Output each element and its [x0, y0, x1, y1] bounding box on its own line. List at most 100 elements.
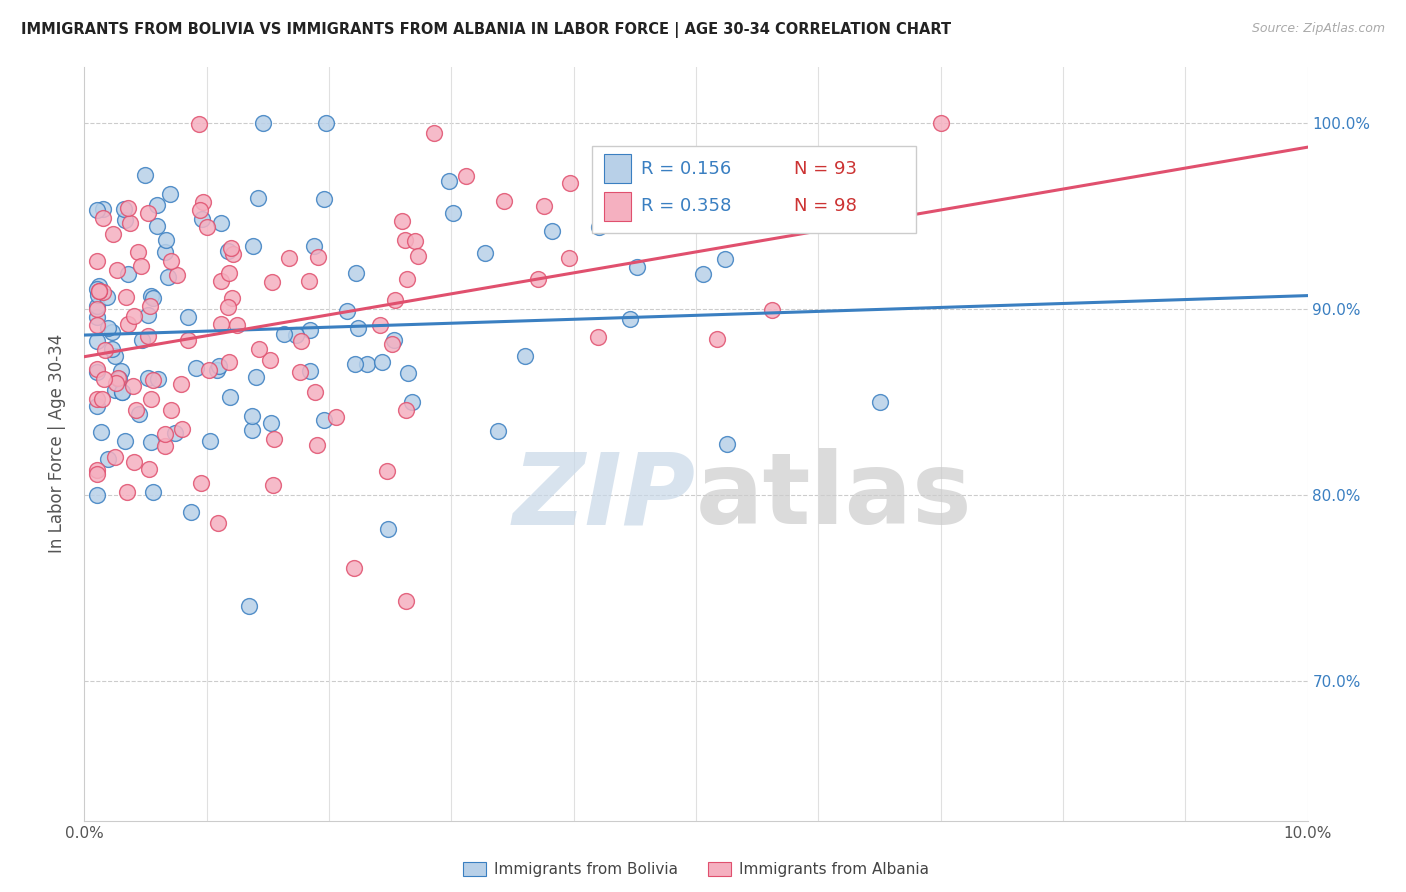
- Point: [195, 219, 218, 234]
- Point: [247, 342, 270, 356]
- Point: [91, 211, 114, 226]
- Point: [218, 266, 240, 280]
- Point: [188, 202, 211, 217]
- Point: [180, 505, 202, 519]
- Point: [104, 349, 127, 363]
- Text: R = 0.358: R = 0.358: [641, 197, 731, 215]
- Point: [86, 282, 108, 296]
- Point: [404, 235, 426, 249]
- Point: [336, 303, 359, 318]
- Point: [273, 326, 295, 341]
- Point: [134, 168, 156, 182]
- Point: [136, 371, 159, 385]
- Point: [90, 425, 112, 440]
- Point: [238, 599, 260, 613]
- Point: [198, 434, 221, 449]
- Point: [117, 317, 139, 331]
- Point: [142, 291, 165, 305]
- Point: [159, 186, 181, 201]
- Point: [86, 361, 108, 376]
- Point: [245, 369, 267, 384]
- Point: [396, 271, 419, 285]
- Point: [375, 464, 398, 478]
- Text: N = 93: N = 93: [794, 160, 856, 178]
- Point: [101, 343, 124, 357]
- Point: [198, 363, 221, 377]
- Point: [170, 422, 193, 436]
- Point: [297, 274, 319, 288]
- Point: [344, 357, 367, 371]
- Point: [219, 241, 242, 255]
- Point: [298, 364, 321, 378]
- Point: [142, 373, 165, 387]
- Point: [395, 403, 418, 417]
- Point: [177, 333, 200, 347]
- Point: [145, 219, 167, 233]
- Text: atlas: atlas: [696, 448, 973, 545]
- Point: [494, 194, 516, 208]
- Point: [146, 372, 169, 386]
- Point: [240, 409, 263, 423]
- Point: [120, 216, 142, 230]
- Point: [290, 334, 312, 349]
- Point: [166, 268, 188, 282]
- Point: [86, 488, 108, 502]
- Point: [160, 403, 183, 417]
- Point: [441, 206, 464, 220]
- Point: [105, 263, 128, 277]
- Point: [94, 343, 117, 358]
- Point: [343, 561, 366, 575]
- Point: [124, 403, 146, 417]
- Point: [142, 485, 165, 500]
- Point: [89, 284, 111, 298]
- Text: N = 98: N = 98: [794, 197, 856, 215]
- Point: [384, 293, 406, 308]
- Point: [138, 299, 160, 313]
- Point: [127, 245, 149, 260]
- Point: [368, 318, 391, 332]
- Point: [96, 290, 118, 304]
- Point: [370, 355, 392, 369]
- Point: [208, 359, 231, 374]
- Point: [474, 246, 496, 260]
- Point: [170, 376, 193, 391]
- Point: [242, 238, 264, 252]
- Point: [586, 330, 609, 344]
- Point: [513, 349, 536, 363]
- Point: [91, 285, 114, 299]
- Point: [761, 303, 783, 318]
- Point: [221, 247, 243, 261]
- Point: [377, 522, 399, 536]
- Legend: Immigrants from Bolivia, Immigrants from Albania: Immigrants from Bolivia, Immigrants from…: [463, 862, 929, 877]
- Point: [240, 423, 263, 437]
- Point: [205, 363, 228, 377]
- Point: [114, 434, 136, 449]
- Point: [325, 410, 347, 425]
- Point: [929, 116, 952, 130]
- Point: [304, 385, 326, 400]
- Point: [307, 251, 329, 265]
- Point: [706, 332, 728, 346]
- Point: [153, 439, 176, 453]
- Point: [259, 416, 281, 430]
- Point: [406, 249, 429, 263]
- Point: [247, 191, 270, 205]
- Point: [209, 274, 232, 288]
- Point: [439, 174, 461, 188]
- Point: [91, 392, 114, 406]
- Point: [122, 309, 145, 323]
- Point: [86, 254, 108, 268]
- Point: [114, 213, 136, 227]
- Y-axis label: In Labor Force | Age 30-34: In Labor Force | Age 30-34: [48, 334, 66, 553]
- Point: [401, 395, 423, 409]
- Point: [157, 269, 180, 284]
- Point: [139, 434, 162, 449]
- Point: [217, 244, 239, 258]
- Point: [252, 116, 274, 130]
- Point: [278, 251, 301, 265]
- Point: [526, 272, 548, 286]
- FancyBboxPatch shape: [605, 154, 631, 183]
- Point: [139, 392, 162, 406]
- Point: [347, 321, 370, 335]
- Text: IMMIGRANTS FROM BOLIVIA VS IMMIGRANTS FROM ALBANIA IN LABOR FORCE | AGE 30-34 CO: IMMIGRANTS FROM BOLIVIA VS IMMIGRANTS FR…: [21, 22, 952, 38]
